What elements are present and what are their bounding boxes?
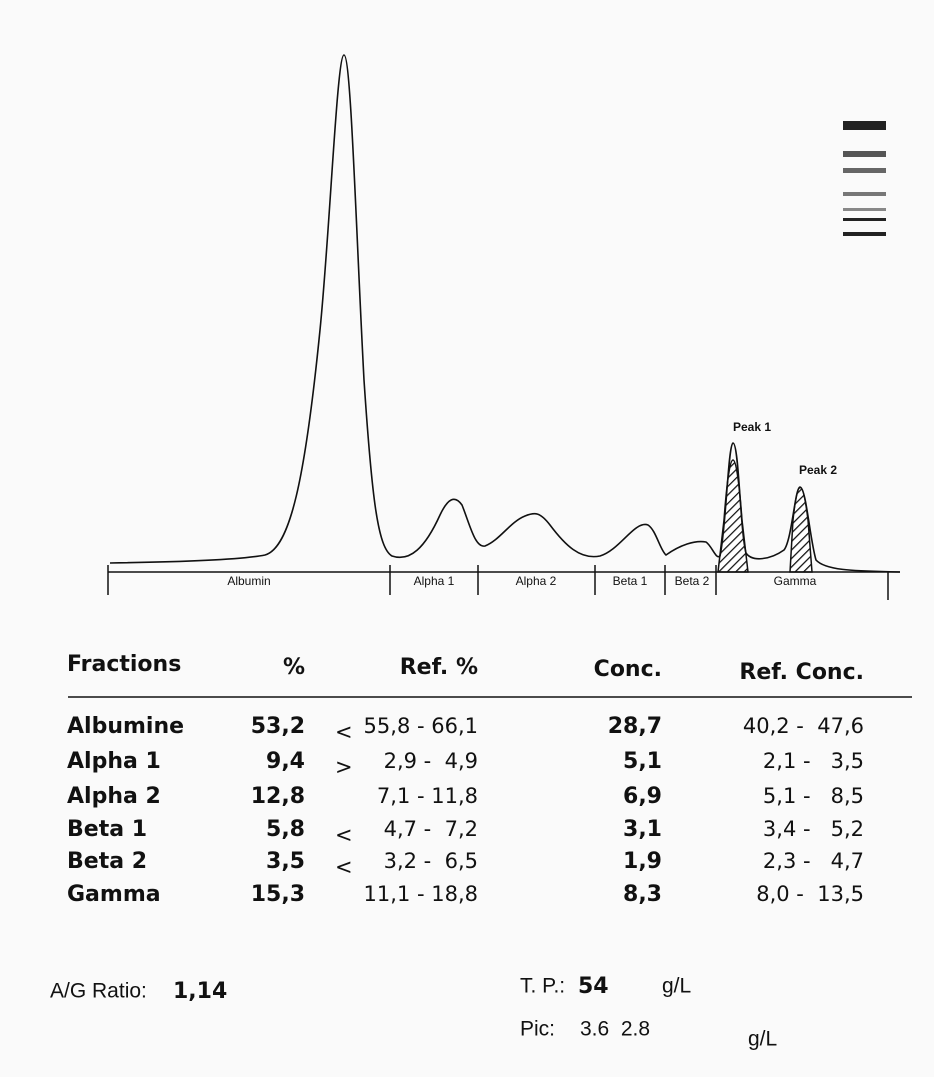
table-cell-percent: 15,3: [251, 882, 305, 907]
table-cell-conc: 3,1: [623, 817, 662, 842]
fraction-label: Albumin: [227, 574, 270, 588]
peak-label: Peak 2: [799, 463, 837, 477]
tp: 54: [578, 974, 609, 999]
table-cell-conc: 8,3: [623, 882, 662, 907]
table-header: Conc.: [594, 657, 662, 682]
table-header: Ref. Conc.: [739, 660, 864, 685]
table-header: Fractions: [67, 652, 181, 677]
table-header: %: [283, 655, 305, 680]
fraction-label: Beta 2: [675, 574, 710, 588]
table-cell-percent: 5,8: [266, 817, 305, 842]
ag-ratio-label: A/G Ratio:: [50, 980, 147, 1003]
table-cell-conc: 5,1: [623, 749, 662, 774]
table-cell-ref-percent: 55,8 - 66,1: [364, 714, 478, 738]
table-cell-fraction: Beta 1: [67, 817, 147, 842]
table-cell-fraction: Alpha 1: [67, 749, 161, 774]
table-cell-ref-percent: 3,2 - 6,5: [384, 849, 478, 873]
table-cell-fraction: Beta 2: [67, 849, 147, 874]
table-cell-fraction: Gamma: [67, 882, 161, 907]
table-cell-ref-percent: 4,7 - 7,2: [384, 817, 478, 841]
tp-label: T. P.:: [520, 975, 565, 998]
pic-unit: g/L: [748, 1028, 777, 1051]
ag-ratio: 1,14: [173, 979, 227, 1004]
table-cell-flag: >: [335, 755, 353, 779]
table-cell-flag: <: [335, 855, 353, 879]
table-cell-flag: <: [335, 720, 353, 744]
peak-label: Peak 1: [733, 420, 771, 434]
table-cell-ref-conc: 8,0 - 13,5: [756, 882, 864, 906]
pic: 3.6 2.8: [580, 1018, 650, 1041]
table-cell-flag: <: [335, 823, 353, 847]
fraction-label: Alpha 2: [516, 574, 557, 588]
table-cell-ref-conc: 2,3 - 4,7: [763, 849, 864, 873]
table-cell-ref-percent: 2,9 - 4,9: [384, 749, 478, 773]
fraction-label: Gamma: [774, 574, 817, 588]
table-cell-fraction: Alpha 2: [67, 784, 161, 809]
pic-label: Pic:: [520, 1018, 555, 1041]
table-cell-ref-conc: 5,1 - 8,5: [763, 784, 864, 808]
table-cell-ref-conc: 2,1 - 3,5: [763, 749, 864, 773]
report: Albumin Alpha 1 Alpha 2 Beta 1 Beta 2 Ga…: [0, 0, 934, 1077]
table-cell-conc: 28,7: [608, 714, 662, 739]
tp-unit: g/L: [662, 975, 691, 998]
table-cell-percent: 3,5: [266, 849, 305, 874]
table-header: Ref. %: [400, 655, 478, 680]
table-cell-percent: 12,8: [251, 784, 305, 809]
table-cell-conc: 6,9: [623, 784, 662, 809]
table-cell-ref-conc: 40,2 - 47,6: [743, 714, 864, 738]
table-cell-ref-percent: 11,1 - 18,8: [364, 882, 478, 906]
table-cell-ref-percent: 7,1 - 11,8: [377, 784, 478, 808]
table-cell-percent: 53,2: [251, 714, 305, 739]
table-cell-conc: 1,9: [623, 849, 662, 874]
table-cell-ref-conc: 3,4 - 5,2: [763, 817, 864, 841]
table-cell-fraction: Albumine: [67, 714, 184, 739]
fraction-label: Alpha 1: [414, 574, 455, 588]
fraction-label: Beta 1: [613, 574, 648, 588]
table-cell-percent: 9,4: [266, 749, 305, 774]
